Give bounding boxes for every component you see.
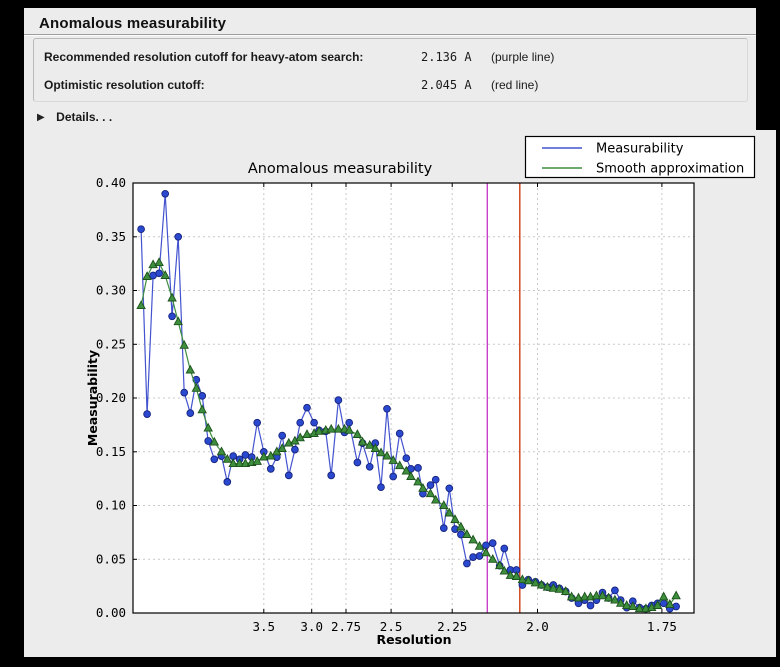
details-label: Details. . .: [56, 110, 113, 124]
optimistic-cutoff-label: Optimistic resolution cutoff:: [44, 78, 205, 92]
recommended-cutoff-note: (purple line): [491, 50, 555, 64]
details-toggle[interactable]: ▶ Details. . .: [37, 108, 112, 124]
optimistic-cutoff-value: 2.045 A: [421, 78, 472, 92]
page-title: Anomalous measurability: [39, 15, 227, 32]
resolution-cutoff-panel: Recommended resolution cutoff for heavy-…: [33, 38, 748, 102]
recommended-cutoff-label: Recommended resolution cutoff for heavy-…: [44, 50, 364, 64]
optimistic-cutoff-note: (red line): [491, 78, 539, 92]
recommended-cutoff-value: 2.136 A: [421, 50, 472, 64]
disclosure-triangle-icon: ▶: [37, 112, 45, 123]
recommended-cutoff-row: Recommended resolution cutoff for heavy-…: [34, 50, 747, 66]
optimistic-cutoff-row: Optimistic resolution cutoff: 2.045 A (r…: [34, 78, 747, 94]
heading-divider: [24, 34, 756, 36]
anomalous-measurability-window: Anomalous measurability Recommended reso…: [24, 8, 756, 657]
